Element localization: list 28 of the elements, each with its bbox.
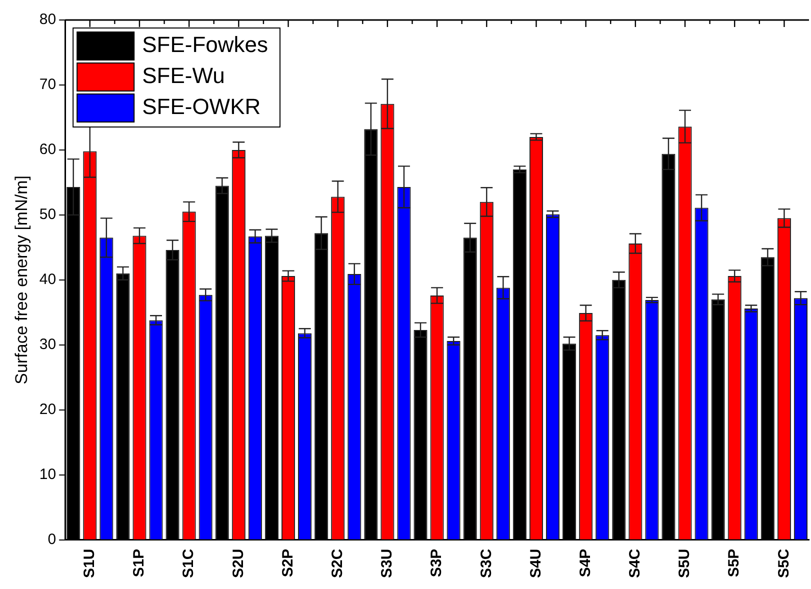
- legend-label: SFE-Fowkes: [142, 32, 268, 58]
- y-tick-label: 20: [39, 401, 56, 418]
- x-tick-label: S2P: [279, 548, 296, 578]
- x-tick-label: S3U: [378, 548, 396, 578]
- x-tick-label: S5C: [775, 548, 792, 578]
- x-tick-label: S5P: [726, 548, 743, 578]
- y-tick-label: 70: [39, 76, 56, 94]
- legend-label: SFE-OWKR: [142, 94, 261, 120]
- x-tick-label: S2U: [230, 548, 247, 578]
- x-tick-label: S1P: [130, 548, 148, 578]
- y-tick-label: 50: [39, 206, 56, 224]
- x-tick-label: S3C: [478, 548, 495, 578]
- x-tick-label: S4P: [576, 548, 594, 578]
- y-tick-label: 40: [39, 271, 56, 288]
- y-tick-label: 30: [39, 336, 56, 354]
- x-tick-label: S1U: [81, 548, 98, 578]
- legend-label: SFE-Wu: [142, 63, 225, 88]
- x-tick-label: S2C: [328, 548, 346, 578]
- y-tick-label: 0: [48, 530, 56, 548]
- y-tick-label: 10: [39, 466, 56, 483]
- y-tick-label: 80: [39, 11, 56, 28]
- x-tick-label: S3P: [428, 548, 446, 578]
- y-tick-label: 60: [39, 141, 56, 158]
- y-axis-title: Surface free energy [mN/m]: [12, 176, 31, 384]
- x-tick-label: S4U: [527, 548, 544, 578]
- x-tick-label: S4C: [626, 548, 644, 578]
- x-tick-label: S1C: [180, 548, 198, 578]
- x-tick-label: S5U: [676, 548, 694, 578]
